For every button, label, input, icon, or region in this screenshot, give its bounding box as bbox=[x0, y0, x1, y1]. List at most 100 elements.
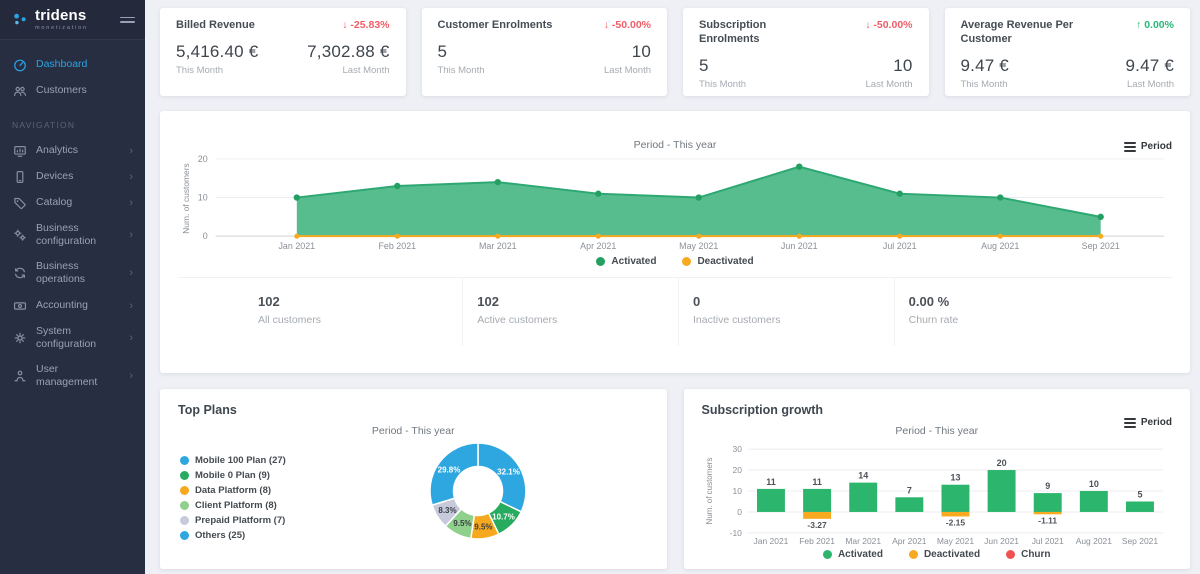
kpi-this-month-value: 5,416.40 € bbox=[176, 41, 259, 61]
legend-item-mobile-0-plan-9[interactable]: Mobile 0 Plan (9) bbox=[180, 470, 348, 481]
legend-dot bbox=[180, 486, 189, 495]
menu-icon bbox=[1123, 417, 1136, 428]
svg-text:0: 0 bbox=[203, 231, 208, 241]
chevron-right-icon: › bbox=[129, 171, 133, 183]
kpi-title: Average Revenue Per Customer bbox=[960, 19, 1074, 45]
legend-label: Prepaid Platform (7) bbox=[195, 515, 286, 526]
legend-item-deactivated[interactable]: Deactivated bbox=[682, 256, 754, 267]
svg-text:-2.15: -2.15 bbox=[945, 517, 965, 527]
accounting-icon bbox=[12, 299, 27, 313]
bar-chart-legend: Activated Deactivated Churn bbox=[702, 549, 1173, 560]
sidebar-item-customers[interactable]: Customers bbox=[0, 78, 145, 104]
svg-text:Num. of customers: Num. of customers bbox=[704, 458, 713, 525]
kpi-card-billed-revenue: Billed Revenue ↓ -25.83% 5,416.40 € 7,30… bbox=[160, 8, 406, 96]
legend-dot bbox=[180, 471, 189, 480]
legend-dot bbox=[822, 550, 832, 559]
sidebar-item-label: User management bbox=[36, 362, 98, 388]
kpi-row: Billed Revenue ↓ -25.83% 5,416.40 € 7,30… bbox=[160, 8, 1190, 96]
kpi-last-month-label: Last Month bbox=[865, 78, 913, 90]
stat-active-customers: 102 Active customers bbox=[462, 278, 678, 346]
stat-label: Inactive customers bbox=[692, 314, 781, 326]
sidebar-item-analytics[interactable]: Analytics › bbox=[0, 138, 145, 164]
svg-text:Jul 2021: Jul 2021 bbox=[1031, 536, 1063, 546]
kpi-last-month-label: Last Month bbox=[604, 64, 651, 76]
dashboard-icon bbox=[12, 58, 27, 72]
svg-text:May 2021: May 2021 bbox=[936, 536, 973, 546]
legend-item-activated[interactable]: Activated bbox=[596, 256, 656, 267]
analytics-icon bbox=[12, 144, 27, 158]
trend-up-icon: ↑ bbox=[1136, 19, 1142, 31]
legend-item-mobile-100-plan-27[interactable]: Mobile 100 Plan (27) bbox=[180, 455, 348, 466]
top-plans-panel: Top Plans Period - This year Mobile 100 … bbox=[160, 389, 667, 569]
main-content: Billed Revenue ↓ -25.83% 5,416.40 € 7,30… bbox=[145, 0, 1200, 569]
kpi-title: Customer Enrolments bbox=[437, 19, 553, 31]
period-button[interactable]: Period bbox=[1123, 417, 1172, 428]
customers-icon bbox=[12, 84, 27, 98]
sidebar-item-devices[interactable]: Devices › bbox=[0, 164, 145, 190]
donut-body: Mobile 100 Plan (27) Mobile 0 Plan (9) Dat… bbox=[178, 437, 649, 547]
customers-panel: Period - This year Period 0 10 20 Num. of c… bbox=[160, 111, 1190, 373]
kpi-delta: ↓ -50.00% bbox=[865, 19, 913, 31]
stat-all-customers: 102 All customers bbox=[178, 278, 462, 346]
svg-text:Feb 2021: Feb 2021 bbox=[378, 241, 416, 251]
kpi-last-month-label: Last Month bbox=[1127, 78, 1174, 90]
legend-item-prepaid-platform-7[interactable]: Prepaid Platform (7) bbox=[180, 515, 348, 526]
sidebar-item-business-configuration[interactable]: Business configuration › bbox=[0, 216, 145, 254]
sidebar-item-label: Catalog bbox=[36, 196, 73, 209]
brand-name: tridens bbox=[35, 7, 87, 24]
legend-dot bbox=[180, 531, 189, 540]
bottom-row: Top Plans Period - This year Mobile 100 … bbox=[160, 373, 1190, 569]
kpi-this-month-value: 9.47 € bbox=[960, 55, 1009, 75]
legend-item-client-platform-8[interactable]: Client Platform (8) bbox=[180, 500, 348, 511]
legend-item-deactivated[interactable]: Deactivated bbox=[908, 549, 980, 560]
svg-text:Sep 2021: Sep 2021 bbox=[1082, 241, 1120, 251]
kpi-this-month-label: This Month bbox=[960, 78, 1008, 90]
legend-label: Client Platform (8) bbox=[195, 500, 277, 511]
user-management-icon bbox=[12, 369, 27, 383]
period-button[interactable]: Period bbox=[1123, 141, 1172, 152]
legend-item-data-platform-8[interactable]: Data Platform (8) bbox=[180, 485, 348, 496]
customer-stats-row: 102 All customers 102 Active customers 0 Inac… bbox=[178, 277, 1172, 346]
svg-text:10.7%: 10.7% bbox=[492, 512, 515, 521]
sidebar-item-dashboard[interactable]: Dashboard bbox=[0, 52, 145, 78]
svg-text:10: 10 bbox=[198, 193, 208, 203]
kpi-this-month-label: This Month bbox=[437, 64, 485, 76]
legend-label: Churn bbox=[1021, 549, 1051, 560]
sidebar-item-user-management[interactable]: User management › bbox=[0, 357, 145, 395]
area-chart-legend: Activated Deactivated bbox=[178, 256, 1172, 267]
kpi-this-month-value: 5 bbox=[699, 55, 709, 75]
stat-value: 102 bbox=[258, 294, 280, 309]
sidebar-item-label: Customers bbox=[36, 84, 87, 97]
legend-item-activated[interactable]: Activated bbox=[822, 549, 883, 560]
chevron-right-icon: › bbox=[129, 145, 133, 157]
panel-title: Top Plans bbox=[178, 403, 237, 417]
brand-header: tridens monetization bbox=[0, 0, 145, 40]
sidebar-item-label: Business configuration bbox=[36, 222, 97, 248]
sidebar-toggle-icon[interactable] bbox=[120, 16, 135, 23]
legend-item-churn[interactable]: Churn bbox=[1006, 549, 1051, 560]
subscription-growth-panel: Subscription growth Period - This year P… bbox=[683, 389, 1190, 569]
svg-text:0: 0 bbox=[737, 507, 742, 517]
sidebar-item-system-configuration[interactable]: System configuration › bbox=[0, 319, 145, 357]
chevron-right-icon: › bbox=[129, 267, 133, 280]
sidebar-item-business-operations[interactable]: Business operations › bbox=[0, 254, 145, 292]
kpi-card-customer-enrolments: Customer Enrolments ↓ -50.00% 5 10 This … bbox=[421, 8, 667, 96]
kpi-card-subscription-enrolments: Subscription Enrolments ↓ -50.00% 5 10 T… bbox=[683, 8, 929, 96]
svg-text:32.1%: 32.1% bbox=[497, 468, 520, 477]
legend-dot bbox=[1006, 550, 1016, 559]
svg-text:Jan 2021: Jan 2021 bbox=[278, 241, 315, 251]
svg-text:-10: -10 bbox=[729, 528, 742, 538]
sidebar-item-label: Analytics bbox=[36, 144, 79, 157]
sidebar-item-catalog[interactable]: Catalog › bbox=[0, 190, 145, 216]
subscription-growth-bar-chart: 30 20 10 0 -10 Num. of customers 11 11 14 7 13 20 9 1… bbox=[704, 444, 1163, 546]
svg-text:20: 20 bbox=[198, 154, 208, 164]
sidebar-item-accounting[interactable]: Accounting › bbox=[0, 293, 145, 319]
kpi-this-month-label: This Month bbox=[699, 78, 746, 90]
kpi-last-month-value: 9.47 € bbox=[1125, 55, 1174, 75]
svg-text:9: 9 bbox=[1045, 481, 1050, 491]
stat-churn-rate: 0.00 % Churn rate bbox=[893, 278, 1172, 346]
stat-value: 102 bbox=[477, 294, 499, 309]
svg-text:9.5%: 9.5% bbox=[474, 522, 492, 531]
svg-text:14: 14 bbox=[858, 471, 868, 481]
legend-item-others-25[interactable]: Others (25) bbox=[180, 530, 348, 541]
